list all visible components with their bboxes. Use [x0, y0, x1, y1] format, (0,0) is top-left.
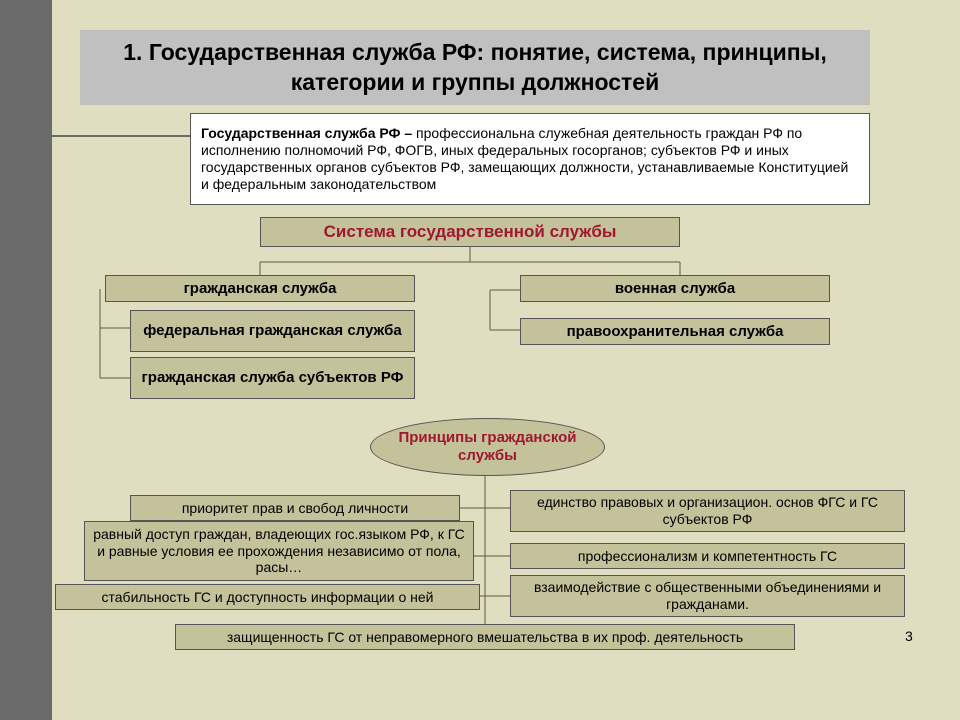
- principle-4: единство правовых и организацион. основ …: [510, 490, 905, 532]
- principle-5: профессионализм и компетентность ГС: [510, 543, 905, 569]
- slide-title: 1. Государственная служба РФ: понятие, с…: [80, 30, 870, 105]
- principle-2: равный доступ граждан, владеющих гос.язы…: [84, 521, 474, 581]
- box-military-service: военная служба: [520, 275, 830, 302]
- box-law-service: правоохранительная служба: [520, 318, 830, 345]
- definition-box: Государственная служба РФ – профессионал…: [190, 113, 870, 205]
- box-federal-civil: федеральная гражданская служба: [130, 310, 415, 352]
- principle-3: стабильность ГС и доступность информации…: [55, 584, 480, 610]
- principle-6: взаимодействие с общественными объединен…: [510, 575, 905, 617]
- system-header-text: Система государственной службы: [324, 222, 617, 242]
- principle-1: приоритет прав и свобод личности: [130, 495, 460, 521]
- principles-header: Принципы гражданской службы: [370, 418, 605, 476]
- principles-header-text: Принципы гражданской службы: [371, 429, 604, 465]
- system-header: Система государственной службы: [260, 217, 680, 247]
- page-number: 3: [905, 628, 913, 644]
- box-subject-civil: гражданская служба субъектов РФ: [130, 357, 415, 399]
- slide-title-text: 1. Государственная служба РФ: понятие, с…: [80, 38, 870, 98]
- definition-text: Государственная служба РФ – профессионал…: [201, 125, 859, 192]
- box-civil-service: гражданская служба: [105, 275, 415, 302]
- principle-7: защищенность ГС от неправомерного вмешат…: [175, 624, 795, 650]
